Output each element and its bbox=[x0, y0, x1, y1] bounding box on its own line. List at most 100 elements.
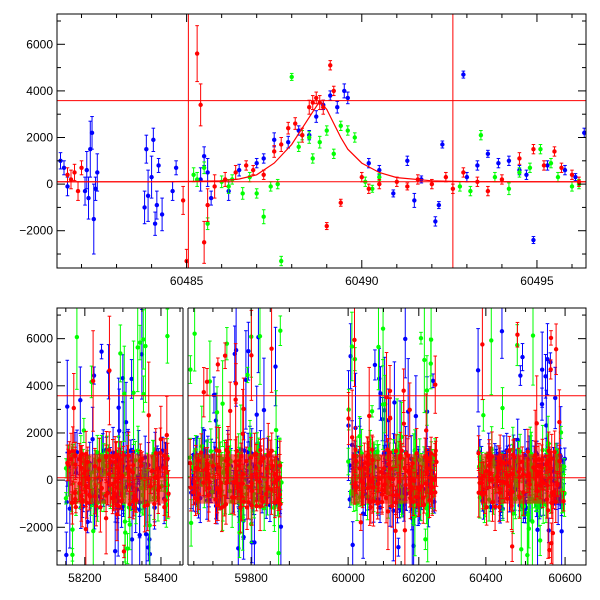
data-point bbox=[293, 121, 298, 126]
data-point bbox=[531, 146, 536, 152]
data-point-blue bbox=[539, 387, 545, 421]
data-point bbox=[254, 412, 259, 417]
data-point-blue bbox=[246, 321, 251, 381]
data-point-blue bbox=[261, 153, 266, 164]
data-point bbox=[236, 167, 242, 173]
data-point bbox=[257, 334, 263, 339]
data-point bbox=[135, 345, 140, 350]
data-point bbox=[506, 158, 512, 164]
data-point bbox=[527, 165, 533, 170]
data-point-green bbox=[489, 308, 494, 396]
data-point-green bbox=[74, 308, 80, 390]
data-point bbox=[559, 165, 564, 170]
data-point bbox=[170, 188, 175, 194]
y-tick-label: 4000 bbox=[26, 84, 53, 98]
data-point-blue bbox=[286, 135, 291, 149]
data-point bbox=[366, 186, 371, 191]
data-point bbox=[391, 191, 396, 196]
data-point bbox=[535, 527, 540, 533]
data-point bbox=[205, 221, 210, 226]
data-point bbox=[366, 160, 371, 166]
data-point bbox=[279, 258, 284, 264]
data-point bbox=[261, 172, 266, 177]
data-point bbox=[142, 205, 147, 210]
data-point bbox=[552, 149, 557, 154]
data-point-blue bbox=[496, 157, 501, 169]
data-point bbox=[65, 172, 70, 177]
data-point-blue bbox=[116, 377, 121, 438]
data-point bbox=[425, 512, 430, 517]
data-point-blue bbox=[499, 308, 505, 359]
data-point bbox=[156, 163, 161, 168]
data-point-red bbox=[272, 145, 277, 158]
data-point bbox=[328, 63, 333, 68]
data-point bbox=[396, 544, 401, 550]
data-point bbox=[67, 506, 73, 511]
data-point bbox=[201, 165, 207, 170]
data-point-red bbox=[541, 160, 547, 171]
data-point bbox=[403, 336, 408, 342]
data-point bbox=[95, 170, 100, 175]
data-point bbox=[129, 376, 134, 382]
data-point bbox=[82, 188, 88, 194]
data-point bbox=[286, 125, 291, 131]
data-point bbox=[254, 191, 259, 196]
data-point bbox=[499, 329, 505, 334]
data-point bbox=[243, 163, 249, 168]
data-point-blue bbox=[314, 110, 319, 123]
data-point-blue bbox=[543, 354, 548, 399]
data-point bbox=[123, 530, 128, 535]
data-point bbox=[436, 202, 442, 208]
data-point bbox=[201, 240, 207, 245]
data-point bbox=[370, 186, 375, 191]
data-point bbox=[198, 102, 203, 108]
data-point bbox=[372, 362, 378, 368]
data-point-blue bbox=[475, 328, 481, 413]
data-point bbox=[496, 160, 501, 166]
data-point-green bbox=[376, 308, 381, 391]
data-point bbox=[378, 391, 383, 396]
data-point bbox=[422, 357, 427, 363]
data-point-red bbox=[531, 143, 536, 155]
data-point-green bbox=[279, 255, 284, 267]
data-point-red bbox=[559, 162, 564, 173]
data-point bbox=[192, 331, 197, 336]
data-point-red bbox=[72, 163, 77, 182]
data-point-blue bbox=[403, 308, 408, 379]
data-point-red bbox=[286, 121, 291, 135]
data-point-green bbox=[201, 161, 207, 175]
data-point bbox=[85, 519, 90, 525]
top-plot-area bbox=[57, 14, 586, 268]
data-point bbox=[91, 528, 96, 534]
data-point-red bbox=[324, 222, 329, 231]
data-point bbox=[377, 167, 382, 173]
data-point-green bbox=[346, 447, 351, 476]
data-point-red bbox=[331, 85, 336, 97]
data-point bbox=[145, 193, 151, 198]
data-point-blue bbox=[475, 160, 480, 171]
data-point bbox=[135, 448, 141, 453]
data-point-blue bbox=[99, 343, 104, 360]
data-point bbox=[478, 132, 484, 138]
data-point bbox=[433, 219, 438, 224]
data-point bbox=[429, 181, 435, 187]
data-point-red bbox=[338, 198, 343, 207]
data-point bbox=[205, 170, 210, 175]
data-point-green bbox=[141, 309, 146, 370]
data-point-red bbox=[517, 152, 522, 165]
data-point-green bbox=[118, 324, 123, 383]
data-point-blue bbox=[345, 91, 350, 105]
data-point-blue bbox=[89, 116, 95, 150]
data-point bbox=[93, 186, 98, 191]
data-point-green bbox=[317, 135, 322, 149]
data-point-red bbox=[205, 188, 210, 222]
data-point bbox=[272, 149, 277, 154]
data-point-green bbox=[194, 171, 200, 187]
data-point bbox=[524, 172, 529, 177]
data-point bbox=[475, 163, 480, 168]
data-point-green bbox=[165, 308, 170, 364]
data-point-green bbox=[245, 366, 250, 384]
data-point-blue bbox=[156, 157, 161, 173]
data-point-red bbox=[79, 160, 84, 176]
data-point bbox=[198, 177, 203, 182]
